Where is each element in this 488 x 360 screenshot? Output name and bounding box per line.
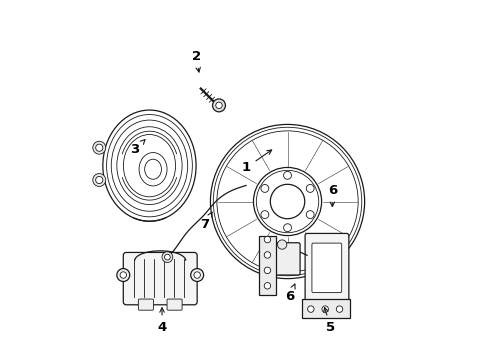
Circle shape [164, 254, 170, 260]
Circle shape [212, 99, 225, 112]
FancyBboxPatch shape [274, 243, 300, 275]
FancyBboxPatch shape [167, 299, 182, 310]
Text: 3: 3 [130, 140, 145, 156]
Circle shape [215, 102, 222, 109]
Bar [258, 235, 276, 295]
Circle shape [261, 184, 268, 192]
Circle shape [307, 306, 313, 312]
Circle shape [117, 269, 129, 282]
Bar [301, 300, 349, 318]
Circle shape [261, 211, 268, 219]
Circle shape [321, 306, 328, 312]
Text: 5: 5 [323, 307, 334, 333]
Circle shape [194, 272, 200, 278]
Text: 2: 2 [191, 50, 200, 72]
Circle shape [305, 184, 313, 192]
Circle shape [93, 141, 105, 154]
Circle shape [162, 252, 172, 262]
Circle shape [120, 272, 126, 278]
Circle shape [270, 184, 304, 219]
Circle shape [283, 171, 291, 179]
Circle shape [305, 211, 313, 219]
FancyBboxPatch shape [138, 299, 153, 310]
Circle shape [283, 224, 291, 231]
Circle shape [96, 176, 102, 184]
Circle shape [264, 283, 270, 289]
Circle shape [210, 125, 364, 279]
Circle shape [93, 174, 105, 186]
FancyBboxPatch shape [311, 243, 341, 293]
FancyBboxPatch shape [123, 252, 197, 305]
Text: 6: 6 [327, 184, 336, 207]
Circle shape [277, 240, 286, 249]
Circle shape [190, 269, 203, 282]
Circle shape [96, 144, 102, 151]
Text: 6: 6 [284, 284, 294, 303]
Circle shape [264, 236, 270, 243]
FancyBboxPatch shape [305, 233, 348, 304]
Circle shape [264, 267, 270, 274]
Circle shape [264, 252, 270, 258]
Text: 7: 7 [200, 212, 212, 231]
Circle shape [313, 254, 322, 264]
Text: 1: 1 [241, 150, 271, 174]
Circle shape [336, 306, 342, 312]
Text: 4: 4 [157, 308, 166, 333]
